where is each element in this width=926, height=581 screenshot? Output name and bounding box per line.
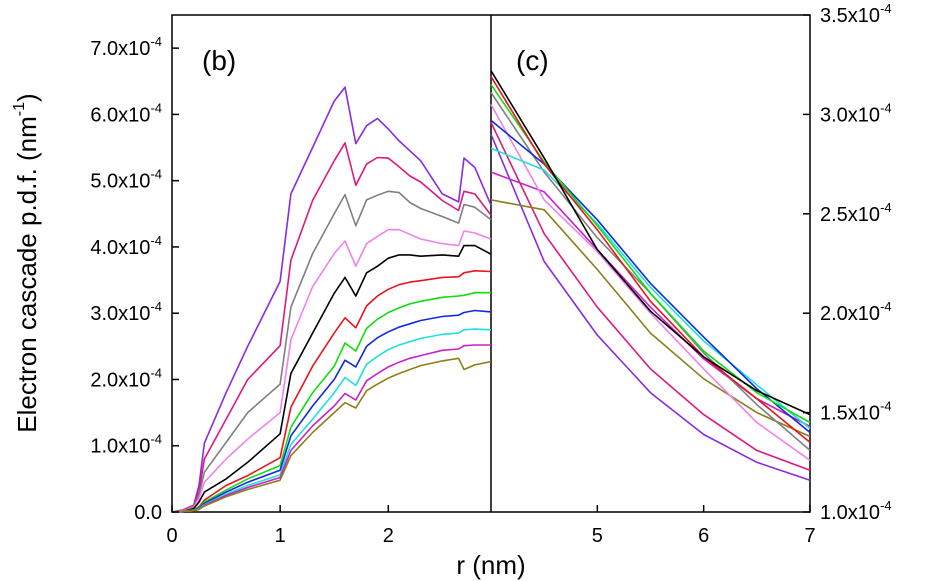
series-line-c-purple <box>490 133 811 481</box>
series-b <box>171 86 492 513</box>
y-tick-label: 4.0x10-4 <box>90 233 162 259</box>
y-tick-label: 6.0x10-4 <box>90 100 162 126</box>
y-axis-title-sup: -1 <box>11 102 28 116</box>
x-tick-label: 1 <box>275 525 286 547</box>
series-line-c-olive <box>490 199 811 438</box>
y-axis-title-main: Electron cascade p.d.f. (nm <box>12 116 42 432</box>
y-tick-label: 1.0x10-4 <box>90 432 162 458</box>
y-tick-label: 2.5x10-4 <box>820 200 892 226</box>
y-axis-title-close: ) <box>12 93 42 102</box>
y-tick-label: 2.0x10-4 <box>90 365 162 391</box>
series-line-b-cyan <box>171 328 492 513</box>
y-tick-label: 0.0 <box>134 502 162 524</box>
y-tick-label: 3.5x10-4 <box>820 1 892 27</box>
x-tick-label: 7 <box>804 525 815 547</box>
y-tick-label: 3.0x10-4 <box>90 299 162 325</box>
x-tick-label: 0 <box>166 525 177 547</box>
series-line-b-pink <box>171 228 492 513</box>
panel-label-c: (c) <box>516 45 549 76</box>
y-tick-label: 1.5x10-4 <box>820 399 892 425</box>
series-line-b-purple <box>171 86 492 513</box>
series-line-b-red <box>171 269 492 513</box>
x-tick-label: 6 <box>698 525 709 547</box>
x-tick-label: 5 <box>592 525 603 547</box>
y-tick-label: 1.0x10-4 <box>820 498 892 524</box>
series-c <box>490 70 811 481</box>
panel-label-b: (b) <box>202 45 236 76</box>
series-line-b-olive <box>171 357 492 513</box>
series-line-c-black <box>490 70 811 416</box>
x-tick-label: 2 <box>383 525 394 547</box>
series-line-b-gray <box>171 190 492 513</box>
y-tick-label: 5.0x10-4 <box>90 167 162 193</box>
series-line-c-pink <box>490 104 811 461</box>
series-line-b-blue <box>171 309 492 513</box>
series-line-c-green <box>490 84 811 424</box>
x-axis-title: r (nm) <box>456 550 525 580</box>
series-line-b-black <box>171 244 492 513</box>
series-line-b-magenta <box>171 142 492 513</box>
y-axis-title: Electron cascade p.d.f. (nm-1) <box>11 93 42 432</box>
series-line-c-cyan <box>490 147 811 430</box>
y-tick-label: 2.0x10-4 <box>820 299 892 325</box>
series-line-c-gray <box>490 92 811 452</box>
y-tick-label: 7.0x10-4 <box>90 34 162 60</box>
ticks: 0 1 2 0.0 1.0x10-4 2.0x10-4 3.0x10-4 4.0x10-4 5.… <box>90 1 891 547</box>
series-line-c-red <box>490 76 811 444</box>
y-tick-label: 3.0x10-4 <box>820 100 892 126</box>
series-line-b-green <box>171 291 491 513</box>
series-line-c-magenta <box>490 122 811 472</box>
